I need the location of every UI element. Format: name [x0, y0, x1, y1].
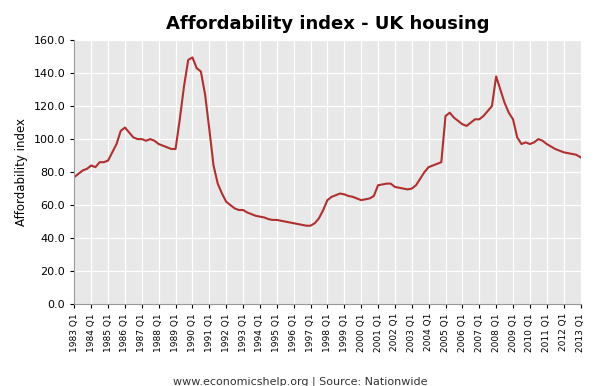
- Y-axis label: Affordability index: Affordability index: [15, 118, 28, 226]
- Text: www.economicshelp.org | Source: Nationwide: www.economicshelp.org | Source: Nationwi…: [173, 376, 427, 386]
- Title: Affordability index - UK housing: Affordability index - UK housing: [166, 15, 489, 33]
